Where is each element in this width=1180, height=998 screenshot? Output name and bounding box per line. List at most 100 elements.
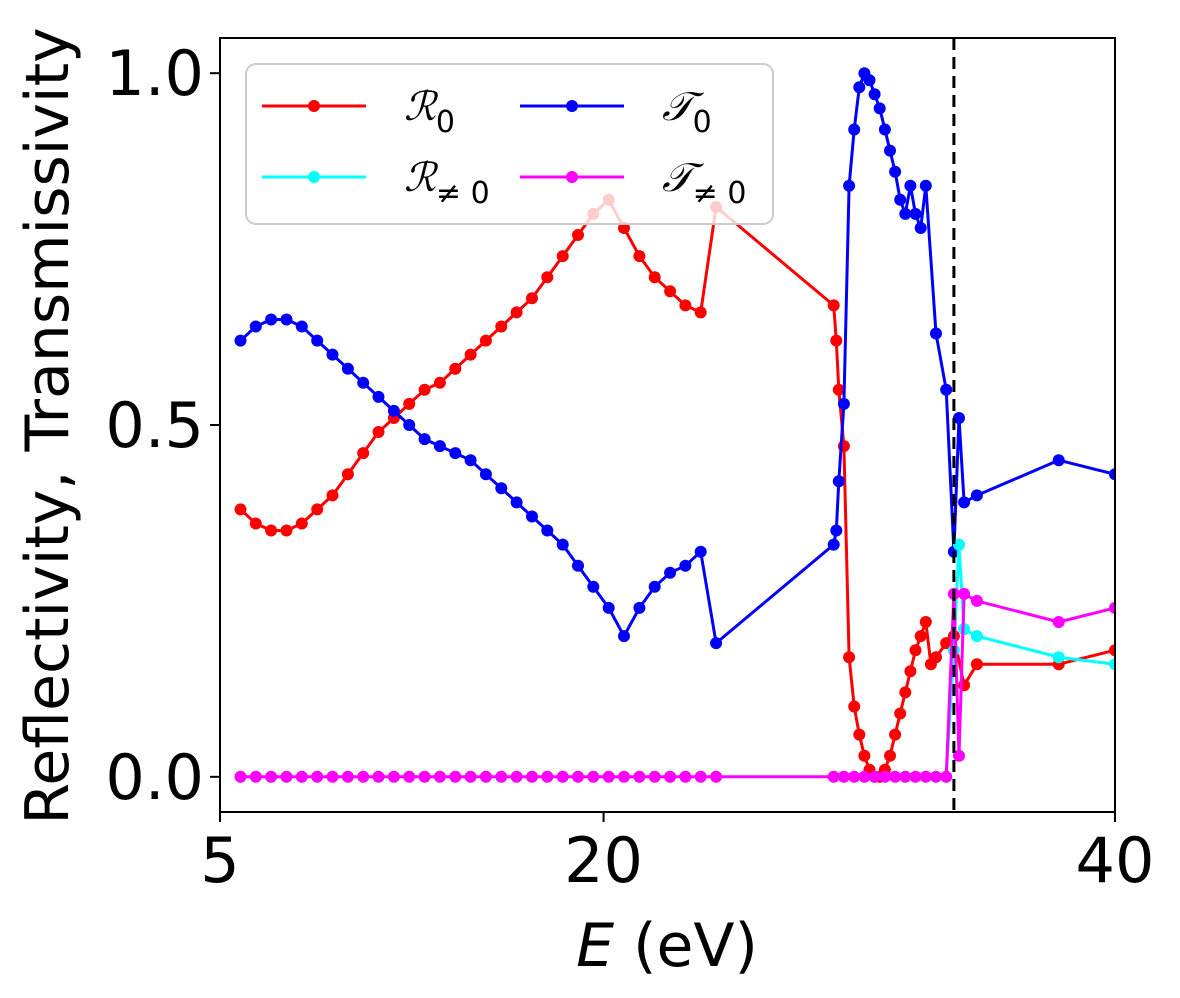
data-point-T_neq0 <box>464 770 477 783</box>
data-point-T_0 <box>541 524 554 537</box>
data-point-T_neq0 <box>341 770 354 783</box>
data-point-T_0 <box>618 630 630 643</box>
y-axis-ticks: 0.0 0.5 1.0 <box>105 37 220 814</box>
data-point-R_0 <box>970 658 983 671</box>
data-point-T_neq0 <box>449 770 462 783</box>
data-point-T_neq0 <box>265 770 278 783</box>
data-point-R_0 <box>280 524 293 537</box>
data-point-T_neq0 <box>418 770 431 783</box>
data-point-R_0 <box>940 637 953 650</box>
data-point-R_0 <box>633 250 646 263</box>
legend-label-symbol: ℛ <box>404 84 439 130</box>
data-point-T_neq0 <box>372 770 385 783</box>
data-point-T_0 <box>587 580 600 593</box>
data-point-T_neq0 <box>930 770 942 783</box>
data-point-T_0 <box>694 545 707 558</box>
data-point-T_0 <box>572 559 584 572</box>
legend-label: ℛ0 <box>404 84 455 140</box>
data-point-T_0 <box>464 454 477 467</box>
data-point-T_0 <box>843 179 856 192</box>
data-point-T_0 <box>265 313 278 326</box>
data-point-T_0 <box>311 334 324 347</box>
data-point-T_neq0 <box>618 770 630 783</box>
data-point-T_0 <box>889 165 902 178</box>
data-point-T_neq0 <box>679 770 692 783</box>
data-point-T_0 <box>868 88 881 101</box>
data-point-T_0 <box>832 475 845 488</box>
x-axis-ticks: 5 20 40 <box>200 812 1154 897</box>
data-point-T_neq0 <box>909 770 922 783</box>
data-point-T_neq0 <box>556 770 569 783</box>
data-point-T_0 <box>403 419 416 431</box>
data-point-T_neq0 <box>970 594 983 607</box>
data-point-T_neq0 <box>510 770 523 783</box>
data-point-T_0 <box>827 538 840 551</box>
data-point-T_0 <box>878 123 891 136</box>
legend-swatch-marker <box>566 100 578 112</box>
data-point-R_0 <box>433 376 446 389</box>
data-point-T_neq0 <box>710 770 723 783</box>
data-point-R_0 <box>479 334 492 347</box>
data-point-T_0 <box>357 376 370 389</box>
data-point-R_0 <box>919 616 932 628</box>
data-point-T_0 <box>495 482 508 495</box>
data-point-R_0 <box>234 503 247 516</box>
data-point-R_0 <box>526 292 538 305</box>
data-point-R_0 <box>909 644 922 657</box>
data-point-T_0 <box>919 179 932 192</box>
x-axis-variable: E <box>576 911 614 981</box>
data-point-T_neq0 <box>357 770 370 783</box>
data-point-T_neq0 <box>899 770 912 783</box>
y-tick-label: 0.0 <box>105 741 204 814</box>
data-point-T_0 <box>326 348 339 361</box>
data-point-T_0 <box>863 74 876 87</box>
data-point-R_0 <box>572 229 584 241</box>
data-point-R_0 <box>832 383 845 396</box>
data-point-R_0 <box>341 468 354 481</box>
data-point-T_neq0 <box>848 770 861 783</box>
data-point-R_0 <box>899 686 912 699</box>
data-point-T_neq0 <box>387 770 400 783</box>
data-point-T_0 <box>970 489 983 502</box>
x-tick-label: 40 <box>1076 824 1155 897</box>
data-point-R_0 <box>357 447 370 460</box>
x-tick-label: 20 <box>564 824 643 897</box>
data-point-T_0 <box>449 447 462 460</box>
data-point-R_0 <box>326 489 339 502</box>
data-point-T_neq0 <box>1052 616 1065 628</box>
data-point-T_0 <box>633 601 646 614</box>
data-point-T_0 <box>930 327 942 340</box>
legend-label-symbol: ℛ <box>404 155 439 201</box>
data-point-T_neq0 <box>889 770 902 783</box>
data-point-T_neq0 <box>326 770 339 783</box>
data-point-T_neq0 <box>234 770 247 783</box>
data-point-R_0 <box>418 383 431 396</box>
data-point-T_neq0 <box>648 770 661 783</box>
data-point-T_0 <box>909 207 922 220</box>
data-point-R_0 <box>403 397 416 410</box>
data-point-T_0 <box>914 222 927 234</box>
data-point-R_0 <box>848 700 861 713</box>
data-point-T_0 <box>234 334 247 347</box>
data-point-R_0 <box>679 299 692 312</box>
data-point-T_neq0 <box>958 587 971 600</box>
data-point-T_0 <box>710 637 723 650</box>
data-point-R_0 <box>694 306 707 319</box>
data-point-T_neq0 <box>858 770 871 783</box>
data-point-T_neq0 <box>541 770 554 783</box>
data-point-T_0 <box>853 81 866 94</box>
data-point-T_0 <box>387 404 400 417</box>
data-point-T_neq0 <box>249 770 262 783</box>
data-point-T_0 <box>940 383 953 396</box>
data-point-T_neq0 <box>403 770 416 783</box>
series-T_0 <box>234 67 1115 650</box>
x-axis-label: E (eV) <box>576 911 758 981</box>
data-point-T_0 <box>510 496 523 509</box>
y-tick-label: 1.0 <box>105 37 204 110</box>
data-point-T_0 <box>894 193 907 206</box>
data-point-R_neq0 <box>1052 651 1065 664</box>
data-point-T_neq0 <box>280 770 293 783</box>
legend-swatch-marker <box>566 171 578 183</box>
